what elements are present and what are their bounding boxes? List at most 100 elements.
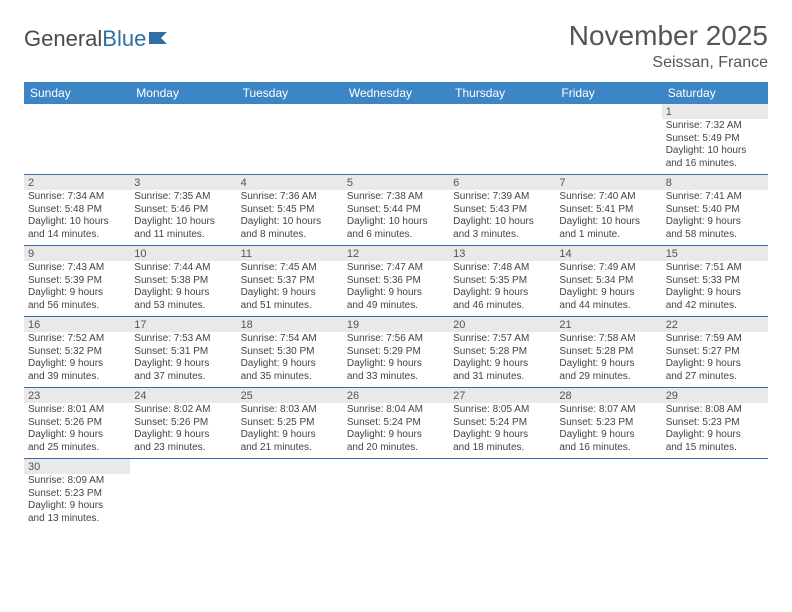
calendar-empty-cell [237,459,343,530]
calendar-day-cell: 23Sunrise: 8:01 AMSunset: 5:26 PMDayligh… [24,388,130,459]
day-details: Sunrise: 7:36 AMSunset: 5:45 PMDaylight:… [237,190,343,243]
day-number: 1 [662,104,768,119]
day-number: 21 [555,317,661,332]
calendar-empty-cell [662,459,768,530]
day-number: 5 [343,175,449,190]
calendar-body: 1Sunrise: 7:32 AMSunset: 5:49 PMDaylight… [24,104,768,529]
day-number: 18 [237,317,343,332]
calendar-day-cell: 14Sunrise: 7:49 AMSunset: 5:34 PMDayligh… [555,246,661,317]
calendar-empty-cell [24,104,130,175]
day-number: 14 [555,246,661,261]
day-details: Sunrise: 7:58 AMSunset: 5:28 PMDaylight:… [555,332,661,385]
calendar-week: 9Sunrise: 7:43 AMSunset: 5:39 PMDaylight… [24,246,768,317]
calendar-day-cell: 2Sunrise: 7:34 AMSunset: 5:48 PMDaylight… [24,175,130,246]
day-number: 2 [24,175,130,190]
calendar-day-cell: 8Sunrise: 7:41 AMSunset: 5:40 PMDaylight… [662,175,768,246]
weekday-header: Tuesday [237,82,343,104]
calendar-day-cell: 24Sunrise: 8:02 AMSunset: 5:26 PMDayligh… [130,388,236,459]
calendar-empty-cell [449,104,555,175]
day-number: 23 [24,388,130,403]
calendar-day-cell: 18Sunrise: 7:54 AMSunset: 5:30 PMDayligh… [237,317,343,388]
weekday-header: Saturday [662,82,768,104]
calendar-day-cell: 19Sunrise: 7:56 AMSunset: 5:29 PMDayligh… [343,317,449,388]
calendar-day-cell: 22Sunrise: 7:59 AMSunset: 5:27 PMDayligh… [662,317,768,388]
weekday-header-row: SundayMondayTuesdayWednesdayThursdayFrid… [24,82,768,104]
calendar-day-cell: 20Sunrise: 7:57 AMSunset: 5:28 PMDayligh… [449,317,555,388]
day-details: Sunrise: 7:41 AMSunset: 5:40 PMDaylight:… [662,190,768,243]
calendar-empty-cell [237,104,343,175]
calendar-week: 1Sunrise: 7:32 AMSunset: 5:49 PMDaylight… [24,104,768,175]
day-number: 15 [662,246,768,261]
day-number: 11 [237,246,343,261]
day-number: 13 [449,246,555,261]
day-details: Sunrise: 7:47 AMSunset: 5:36 PMDaylight:… [343,261,449,314]
calendar-day-cell: 3Sunrise: 7:35 AMSunset: 5:46 PMDaylight… [130,175,236,246]
calendar-day-cell: 9Sunrise: 7:43 AMSunset: 5:39 PMDaylight… [24,246,130,317]
day-number: 19 [343,317,449,332]
day-number: 12 [343,246,449,261]
calendar-empty-cell [555,104,661,175]
calendar-day-cell: 1Sunrise: 7:32 AMSunset: 5:49 PMDaylight… [662,104,768,175]
calendar-day-cell: 13Sunrise: 7:48 AMSunset: 5:35 PMDayligh… [449,246,555,317]
day-details: Sunrise: 7:45 AMSunset: 5:37 PMDaylight:… [237,261,343,314]
day-details: Sunrise: 7:43 AMSunset: 5:39 PMDaylight:… [24,261,130,314]
day-number: 22 [662,317,768,332]
day-number: 29 [662,388,768,403]
day-number: 7 [555,175,661,190]
day-details: Sunrise: 7:51 AMSunset: 5:33 PMDaylight:… [662,261,768,314]
calendar-week: 30Sunrise: 8:09 AMSunset: 5:23 PMDayligh… [24,459,768,530]
day-details: Sunrise: 7:35 AMSunset: 5:46 PMDaylight:… [130,190,236,243]
day-details: Sunrise: 8:09 AMSunset: 5:23 PMDaylight:… [24,474,130,527]
day-details: Sunrise: 7:39 AMSunset: 5:43 PMDaylight:… [449,190,555,243]
calendar-empty-cell [555,459,661,530]
calendar-empty-cell [343,459,449,530]
logo-text-1: General [24,26,102,52]
calendar-day-cell: 25Sunrise: 8:03 AMSunset: 5:25 PMDayligh… [237,388,343,459]
calendar-empty-cell [343,104,449,175]
day-details: Sunrise: 7:59 AMSunset: 5:27 PMDaylight:… [662,332,768,385]
day-details: Sunrise: 7:57 AMSunset: 5:28 PMDaylight:… [449,332,555,385]
calendar-day-cell: 12Sunrise: 7:47 AMSunset: 5:36 PMDayligh… [343,246,449,317]
day-details: Sunrise: 7:56 AMSunset: 5:29 PMDaylight:… [343,332,449,385]
calendar-week: 2Sunrise: 7:34 AMSunset: 5:48 PMDaylight… [24,175,768,246]
day-details: Sunrise: 8:04 AMSunset: 5:24 PMDaylight:… [343,403,449,456]
day-details: Sunrise: 7:53 AMSunset: 5:31 PMDaylight:… [130,332,236,385]
calendar-day-cell: 4Sunrise: 7:36 AMSunset: 5:45 PMDaylight… [237,175,343,246]
day-number: 20 [449,317,555,332]
weekday-header: Monday [130,82,236,104]
day-number: 26 [343,388,449,403]
day-number: 30 [24,459,130,474]
day-number: 27 [449,388,555,403]
calendar-day-cell: 11Sunrise: 7:45 AMSunset: 5:37 PMDayligh… [237,246,343,317]
calendar-empty-cell [130,104,236,175]
header: GeneralBlue November 2025 Seissan, Franc… [24,20,768,72]
day-number: 4 [237,175,343,190]
title-block: November 2025 Seissan, France [569,20,768,72]
location: Seissan, France [569,54,768,72]
weekday-header: Sunday [24,82,130,104]
day-details: Sunrise: 8:08 AMSunset: 5:23 PMDaylight:… [662,403,768,456]
day-details: Sunrise: 7:40 AMSunset: 5:41 PMDaylight:… [555,190,661,243]
day-details: Sunrise: 7:49 AMSunset: 5:34 PMDaylight:… [555,261,661,314]
day-number: 10 [130,246,236,261]
logo-text-2: Blue [102,26,146,52]
weekday-header: Thursday [449,82,555,104]
calendar-empty-cell [449,459,555,530]
calendar-day-cell: 28Sunrise: 8:07 AMSunset: 5:23 PMDayligh… [555,388,661,459]
logo: GeneralBlue [24,20,171,52]
calendar-day-cell: 29Sunrise: 8:08 AMSunset: 5:23 PMDayligh… [662,388,768,459]
calendar-day-cell: 7Sunrise: 7:40 AMSunset: 5:41 PMDaylight… [555,175,661,246]
day-details: Sunrise: 7:34 AMSunset: 5:48 PMDaylight:… [24,190,130,243]
day-number: 16 [24,317,130,332]
calendar-day-cell: 10Sunrise: 7:44 AMSunset: 5:38 PMDayligh… [130,246,236,317]
day-number: 17 [130,317,236,332]
day-details: Sunrise: 7:52 AMSunset: 5:32 PMDaylight:… [24,332,130,385]
day-number: 25 [237,388,343,403]
weekday-header: Friday [555,82,661,104]
calendar-table: SundayMondayTuesdayWednesdayThursdayFrid… [24,82,768,529]
weekday-header: Wednesday [343,82,449,104]
day-details: Sunrise: 7:32 AMSunset: 5:49 PMDaylight:… [662,119,768,172]
day-details: Sunrise: 7:38 AMSunset: 5:44 PMDaylight:… [343,190,449,243]
day-details: Sunrise: 7:54 AMSunset: 5:30 PMDaylight:… [237,332,343,385]
day-number: 24 [130,388,236,403]
